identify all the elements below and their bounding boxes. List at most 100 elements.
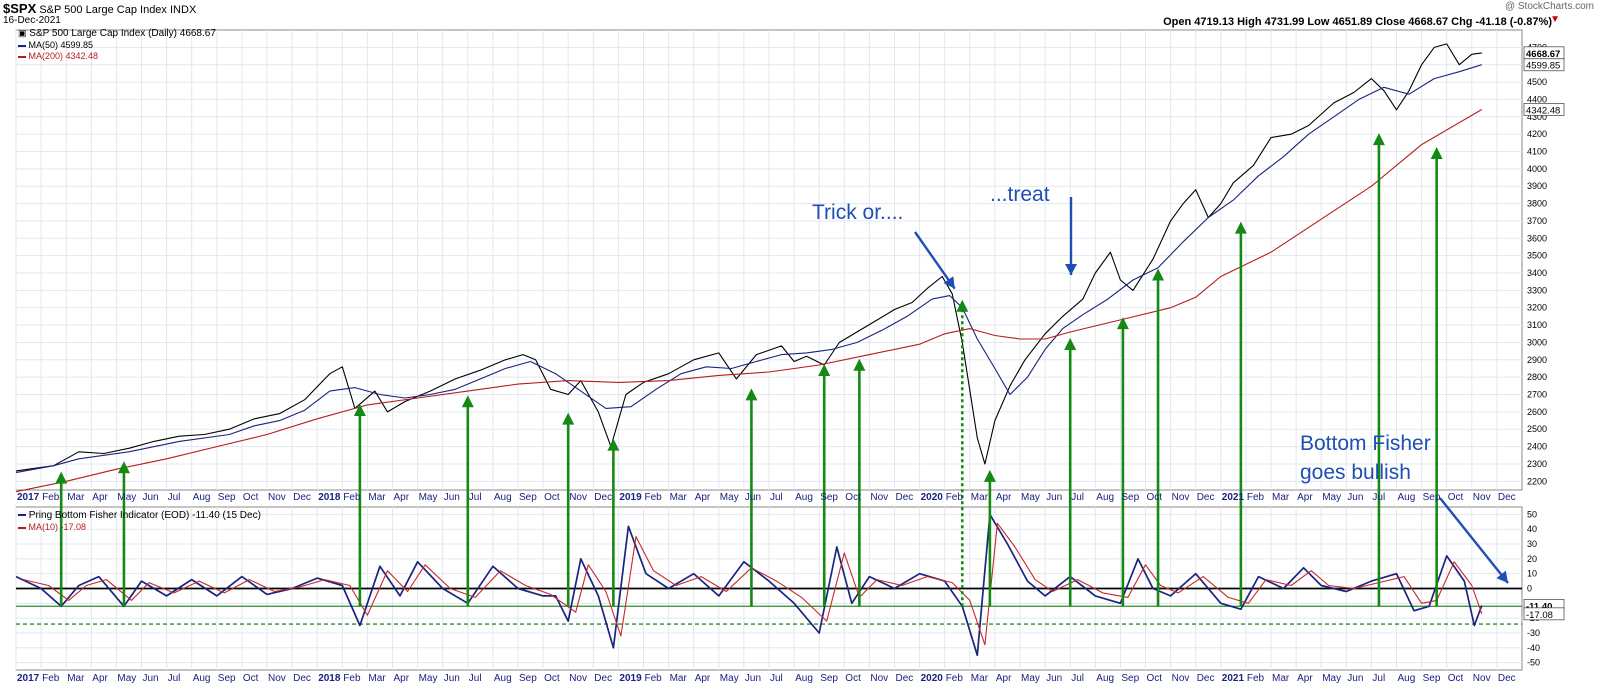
price-y-tick-label: 2400: [1527, 442, 1547, 452]
price-value-tag-box: [1523, 46, 1565, 60]
fisher-x-tick-label: 2021: [1222, 673, 1245, 684]
signal-arrow-head: [983, 469, 996, 482]
price-x-tick-label: 2021: [1222, 492, 1245, 503]
fisher-x-tick-label: Mar: [670, 673, 688, 684]
price-x-tick-label: 2019: [619, 492, 642, 503]
price-x-tick-label: Jul: [168, 492, 181, 503]
price-x-tick-label: Nov: [870, 492, 888, 503]
price-y-tick-label: 4700: [1527, 42, 1547, 52]
price-x-tick-label: Dec: [1197, 492, 1215, 503]
price-x-tick-label: Sep: [519, 492, 537, 503]
price-x-tick-label: Sep: [1423, 492, 1441, 503]
fisher-x-tick-label: Dec: [594, 673, 612, 684]
fisher-x-tick-label: Jul: [1071, 673, 1084, 684]
fisher-value-tag-box: [1523, 607, 1565, 621]
fisher-x-tick-label: Oct: [845, 673, 861, 684]
annotation-bottom-fisher: Bottom Fisher: [1300, 432, 1431, 455]
price-x-tick-label: Jul: [1071, 492, 1084, 503]
signal-arrow-head: [853, 358, 866, 371]
price-y-tick-label: 4200: [1527, 129, 1547, 139]
price-x-tick-label: Aug: [795, 492, 813, 503]
price-x-tick-label: Nov: [569, 492, 587, 503]
price-x-tick-label: Mar: [670, 492, 688, 503]
price-y-tick-label: 2800: [1527, 372, 1547, 382]
fisher-y-tick-label: 30: [1527, 539, 1537, 549]
signal-arrow-head: [1116, 317, 1129, 330]
fisher-x-tick-label: Aug: [193, 673, 211, 684]
fisher-x-tick-label: May: [117, 673, 136, 684]
signal-arrow-head: [562, 412, 575, 425]
chart-date: 16-Dec-2021: [3, 15, 61, 26]
fisher-y-tick-label: -10: [1527, 598, 1540, 608]
price-y-tick-label: 3800: [1527, 199, 1547, 209]
trick-arrow: [914, 231, 956, 290]
fisher-value-tag: -17.08: [1526, 610, 1553, 621]
price-value-tag-box: [1523, 103, 1565, 116]
fisher-x-tick-label: Feb: [1247, 673, 1265, 684]
signal-arrow-head: [745, 388, 758, 401]
fisher-y-tick-label: 0: [1527, 584, 1532, 594]
fisher-x-tick-label: Feb: [343, 673, 361, 684]
price-y-tick-label: 2600: [1527, 407, 1547, 417]
price-x-tick-label: Sep: [218, 492, 236, 503]
fisher-x-tick-label: May: [419, 673, 438, 684]
price-y-tick-label: 3500: [1527, 251, 1547, 261]
price-x-tick-label: May: [419, 492, 438, 503]
fisher-y-tick-label: 50: [1527, 509, 1537, 519]
fisher-x-tick-label: Sep: [820, 673, 838, 684]
price-y-tick-label: 3700: [1527, 216, 1547, 226]
fisher-x-tick-label: Jun: [745, 673, 761, 684]
fisher-y-tick-label: 20: [1527, 554, 1537, 564]
signal-arrow-head: [1064, 337, 1077, 350]
fisher-x-tick-label: Jul: [1372, 673, 1385, 684]
price-x-tick-label: Oct: [243, 492, 259, 503]
price-y-tick-label: 3600: [1527, 233, 1547, 243]
fisher-x-tick-label: Apr: [996, 673, 1012, 684]
price-s-p-500-line: [15, 43, 1482, 472]
price-y-tick-label: 4600: [1527, 60, 1547, 70]
price-y-tick-label: 3300: [1527, 285, 1547, 295]
price-y-tick-label: 4500: [1527, 77, 1547, 87]
price-y-tick-label: 4000: [1527, 164, 1547, 174]
fisher-x-tick-label: Jun: [1347, 673, 1363, 684]
fisher-x-tick-label: Jul: [168, 673, 181, 684]
price-y-tick-label: 3400: [1527, 268, 1547, 278]
fisher-x-tick-label: Apr: [695, 673, 711, 684]
fisher-x-tick-label: Mar: [67, 673, 85, 684]
price-x-tick-label: Dec: [1498, 492, 1516, 503]
price-x-tick-label: Mar: [368, 492, 386, 503]
fisher-x-tick-label: Oct: [1448, 673, 1464, 684]
signal-arrow-head: [607, 438, 620, 451]
fisher-x-tick-label: Apr: [394, 673, 410, 684]
fisher-y-tick-label: -40: [1527, 643, 1540, 653]
fisher-y-tick-label: -30: [1527, 628, 1540, 638]
fisher-bottom-fisher-line: [15, 513, 1483, 657]
price-x-tick-label: Dec: [293, 492, 311, 503]
fisher-x-tick-label: Oct: [544, 673, 560, 684]
price-y-tick-label: 3100: [1527, 320, 1547, 330]
fisher-x-tick-label: Feb: [42, 673, 60, 684]
price-x-tick-label: Dec: [896, 492, 914, 503]
fisher-ma-10-line: [23, 522, 1483, 646]
signal-arrow-head: [818, 364, 831, 377]
price-x-tick-label: Oct: [544, 492, 560, 503]
quote-bar: Open 4719.13 High 4731.99 Low 4651.89 Cl…: [1163, 16, 1552, 28]
price-x-tick-label: Sep: [820, 492, 838, 503]
treat-arrow-head: [1065, 264, 1077, 275]
fisher-x-tick-label: Jun: [444, 673, 460, 684]
price-x-tick-label: Oct: [1147, 492, 1163, 503]
fisher-x-tick-label: Dec: [1197, 673, 1215, 684]
dropdown-caret-icon[interactable]: ▼: [1550, 14, 1560, 25]
price-x-tick-label: Aug: [1096, 492, 1114, 503]
price-x-tick-label: Sep: [1121, 492, 1139, 503]
price-y-tick-label: 3000: [1527, 337, 1547, 347]
fisher-x-tick-label: Dec: [1498, 673, 1516, 684]
price-x-tick-label: Aug: [1398, 492, 1416, 503]
price-x-tick-label: Jul: [770, 492, 783, 503]
price-value-tag-box: [1523, 58, 1565, 72]
price-value-tag: 4342.48: [1526, 105, 1560, 116]
fisher-x-tick-label: Aug: [795, 673, 813, 684]
fisher-x-tick-label: May: [1021, 673, 1040, 684]
